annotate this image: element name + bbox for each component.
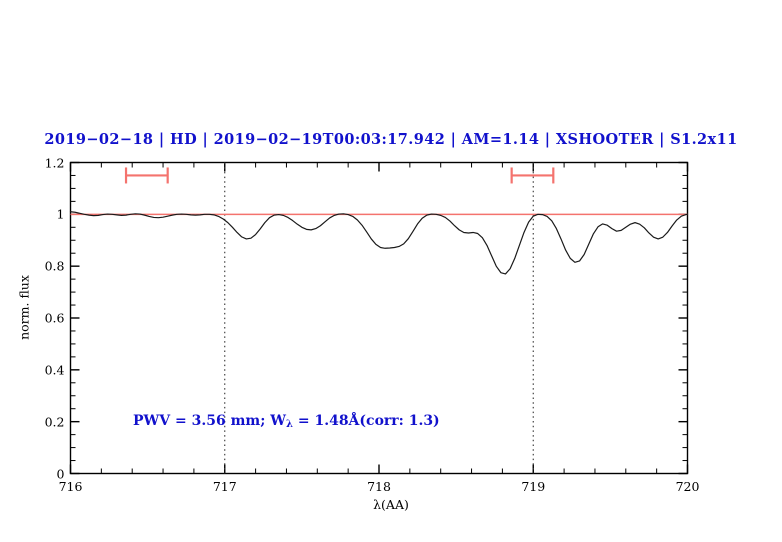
pwv-annotation-subscript: λ	[285, 419, 293, 431]
pwv-annotation-prefix: PWV = 3.56 mm; W	[133, 413, 286, 429]
y-tick-label: 0.6	[44, 310, 65, 326]
pwv-annotation-suffix: = 1.48Å(corr: 1.3)	[292, 413, 440, 429]
y-tick-label: 0.2	[44, 414, 65, 430]
y-tick-label: 1.2	[44, 155, 65, 170]
x-tick-label: 716	[58, 478, 83, 494]
y-tick-label: 0.8	[44, 258, 65, 274]
x-tick-label: 719	[521, 478, 546, 494]
spectrum-line	[69, 211, 689, 275]
pwv-annotation: PWV = 3.56 mm; Wλ = 1.48Å(corr: 1.3)	[133, 413, 440, 430]
range-bar-marker	[124, 167, 169, 184]
x-tick-label: 718	[367, 478, 391, 494]
plot-title: 2019−02−18 | HD | 2019−02−19T00:03:17.94…	[44, 131, 738, 148]
y-tick-label: 0.4	[44, 362, 65, 378]
y-tick-label: 0	[56, 466, 65, 481]
range-bar-marker	[510, 167, 555, 184]
x-axis-label: λ(AA)	[373, 497, 409, 512]
x-tick-label: 717	[212, 478, 237, 494]
x-tick-label: 720	[675, 478, 700, 494]
y-tick-label: 1	[56, 206, 65, 222]
